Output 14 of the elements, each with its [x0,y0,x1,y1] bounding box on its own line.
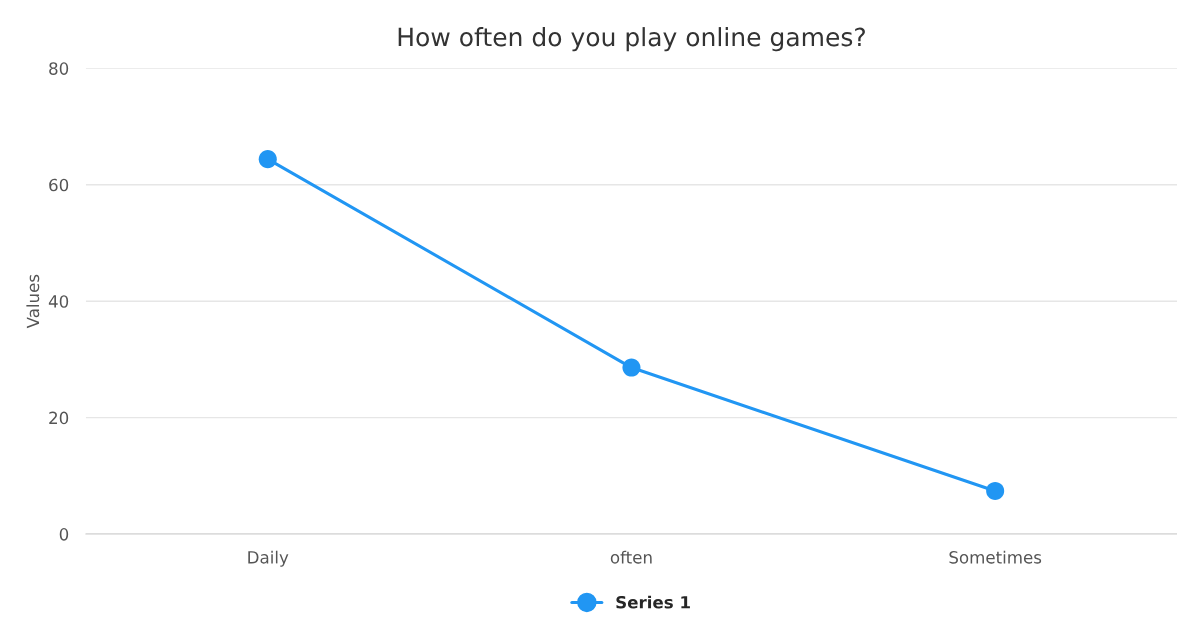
y-tick-label: 60 [49,178,69,192]
point [258,150,277,169]
x-tick-label: Daily [248,550,289,567]
y-tick-label: 0 [59,528,69,541]
y-tick-label: 20 [49,411,69,425]
y-tick-label: 40 [48,295,69,308]
y-axis-title: Values [26,274,40,329]
legend-label: Series 1 [616,595,690,609]
x-tick-label: Sometimes [949,550,1042,564]
x-tick-label: often [610,550,652,564]
chart-title: How often do you play online games? [398,27,865,52]
y-tick-label: 80 [49,62,69,75]
point [986,481,1005,501]
point [622,358,641,377]
